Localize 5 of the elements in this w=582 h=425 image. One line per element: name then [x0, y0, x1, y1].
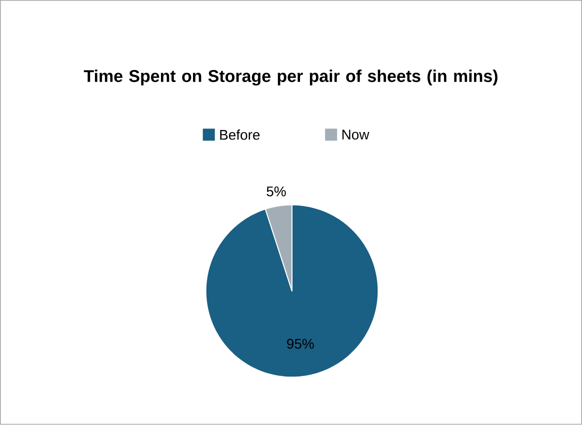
data-label: 95%	[287, 338, 314, 349]
legend-label: Now	[342, 130, 370, 140]
data-label: 5%	[266, 186, 286, 196]
chart-title: Time Spent on Storage per pair of sheets (in mins)	[84, 70, 498, 86]
legend-label: Before	[220, 130, 260, 140]
